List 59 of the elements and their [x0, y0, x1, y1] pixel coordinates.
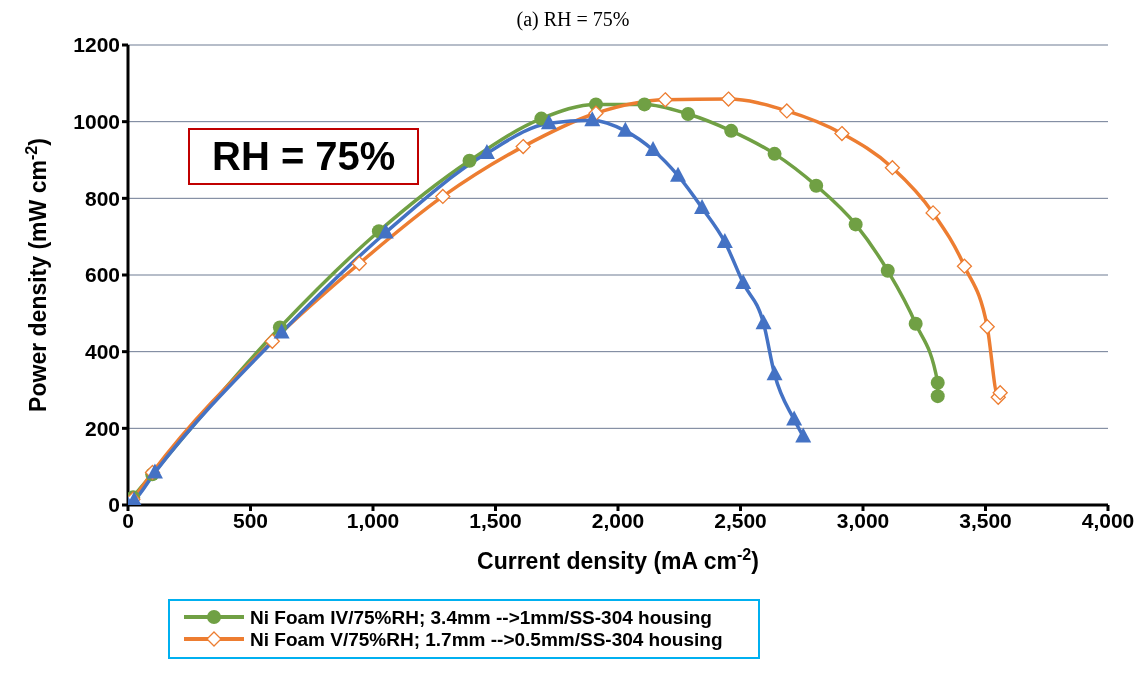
point [884, 160, 901, 176]
legend-label: Ni Foam V/75%RH; 1.7mm -->0.5mm/SS-304 housing [250, 629, 723, 651]
y-tick-label: 200 [84, 416, 120, 440]
x-tick-label: 4,000 [1081, 508, 1135, 532]
point [786, 410, 803, 426]
point [992, 385, 1008, 401]
point [767, 146, 782, 161]
point [908, 316, 923, 331]
x-tick-label: 2,000 [591, 508, 645, 532]
point [351, 255, 367, 272]
point [681, 107, 696, 121]
chart-title: (a) RH = 75% [515, 8, 631, 31]
point [264, 333, 280, 349]
point [880, 263, 895, 278]
point [716, 233, 733, 249]
y-tick-label: 1000 [73, 110, 120, 134]
point [930, 389, 945, 404]
point [956, 258, 973, 274]
y-tick-label: 800 [84, 186, 120, 210]
x-tick-label: 3,000 [836, 508, 890, 532]
point [779, 103, 795, 119]
point [735, 274, 752, 290]
point [657, 92, 673, 108]
point [694, 198, 711, 214]
point [670, 166, 687, 182]
x-tick-label: 2,500 [714, 508, 767, 532]
point [617, 121, 634, 137]
annotation: RH = 75% [188, 128, 420, 185]
point [724, 123, 739, 138]
point [645, 141, 662, 157]
point [979, 319, 995, 335]
x-tick-label: 1,500 [469, 508, 522, 532]
x-tick-label: 1,000 [346, 508, 400, 532]
y-tick-label: 0 [108, 493, 120, 517]
point [515, 138, 531, 155]
point [637, 97, 652, 112]
point [462, 153, 477, 168]
point [720, 91, 737, 107]
point [273, 323, 290, 339]
point [848, 217, 863, 232]
point [540, 114, 557, 130]
legend-label: Ni Foam IV/75%RH; 3.4mm -->1mm/SS-304 housing [250, 607, 712, 629]
point [435, 188, 451, 205]
x-axis-title: Current density (mA cm$^{-2}$) [477, 545, 759, 574]
x-tick-label: 500 [232, 508, 269, 532]
y-tick-label: 1200 [73, 33, 120, 57]
point [478, 144, 495, 160]
point [795, 427, 812, 443]
point [755, 314, 772, 330]
point [766, 365, 783, 381]
point [809, 178, 824, 193]
point [834, 125, 850, 142]
point [925, 205, 941, 221]
point [377, 223, 394, 239]
point [584, 111, 601, 127]
y-tick-label: 600 [84, 263, 120, 287]
x-tick-label: 3,500 [959, 508, 1012, 532]
y-tick-label: 400 [84, 340, 120, 364]
point [930, 375, 945, 390]
